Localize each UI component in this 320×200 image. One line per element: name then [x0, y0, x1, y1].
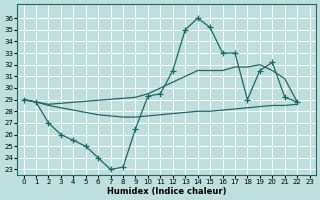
X-axis label: Humidex (Indice chaleur): Humidex (Indice chaleur) [107, 187, 226, 196]
